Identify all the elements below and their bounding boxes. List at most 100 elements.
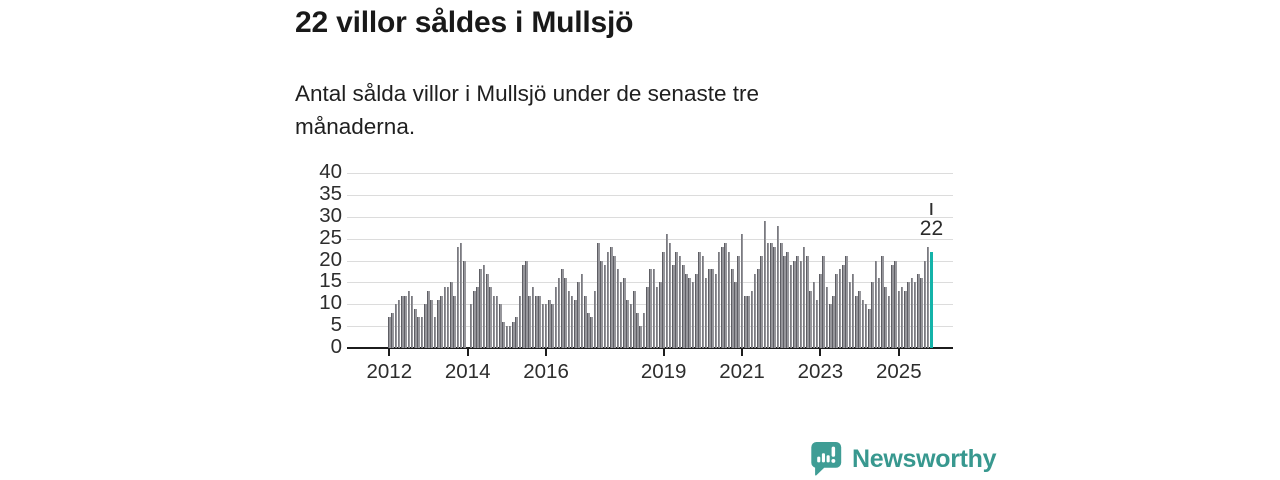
bar <box>819 273 822 348</box>
bar <box>534 295 538 348</box>
bar <box>734 282 737 348</box>
bar <box>717 251 721 348</box>
bar <box>420 317 424 348</box>
bar <box>711 269 714 348</box>
bar <box>548 299 551 348</box>
bar <box>923 260 927 348</box>
bar <box>391 313 394 348</box>
bar <box>544 304 548 348</box>
bar <box>551 304 554 348</box>
bar <box>587 313 590 348</box>
annotation-value-label: 22 <box>919 216 944 240</box>
x-tick-mark <box>662 349 665 356</box>
bar <box>495 295 499 348</box>
bar <box>541 304 545 348</box>
bar <box>691 282 695 348</box>
bar <box>877 278 881 348</box>
bar <box>557 278 561 348</box>
bar <box>407 291 411 348</box>
bar <box>806 256 809 348</box>
bar <box>394 304 398 348</box>
bar <box>583 295 587 348</box>
bar <box>822 256 825 348</box>
bar <box>845 256 848 348</box>
bar <box>401 295 404 348</box>
bar <box>779 243 783 348</box>
bar <box>574 299 577 348</box>
bar <box>724 243 727 348</box>
bar <box>414 308 417 348</box>
x-axis-line <box>347 347 953 349</box>
bar <box>665 234 669 348</box>
bar <box>512 321 515 348</box>
bar <box>567 291 571 348</box>
bar <box>482 264 486 348</box>
x-tick-label: 2019 <box>640 360 687 383</box>
bar <box>446 286 450 348</box>
bar <box>597 243 600 348</box>
bar <box>920 278 923 348</box>
bar <box>554 286 558 348</box>
bar <box>388 317 391 348</box>
gridline <box>347 238 953 240</box>
x-tick-label: 2012 <box>366 360 413 383</box>
bar <box>740 234 744 348</box>
bar <box>789 264 793 348</box>
bar <box>433 317 437 348</box>
bar <box>907 282 910 348</box>
x-tick-mark <box>388 349 391 356</box>
bar <box>417 317 420 348</box>
bar <box>577 282 581 348</box>
bar <box>704 278 708 348</box>
bar <box>786 251 790 348</box>
bar <box>518 295 522 348</box>
y-tick-label: 20 <box>319 247 342 271</box>
gridline <box>347 216 953 218</box>
bar <box>737 256 741 348</box>
bar <box>397 299 401 348</box>
bar <box>570 295 574 348</box>
bar <box>792 260 796 348</box>
bar <box>616 269 620 348</box>
annotation-tick-mark <box>930 202 933 215</box>
bar <box>900 286 904 348</box>
chart-title: 22 villor såldes i Mullsjö <box>295 6 634 39</box>
bar <box>776 225 780 348</box>
bar <box>443 286 447 348</box>
bar <box>917 273 920 348</box>
bar <box>610 247 613 348</box>
y-tick-label: 5 <box>330 313 342 337</box>
y-tick-label: 40 <box>319 160 342 183</box>
bar <box>838 269 842 348</box>
x-tick-mark <box>819 349 822 356</box>
bar <box>802 247 806 348</box>
bar <box>479 269 483 348</box>
bar <box>809 291 812 348</box>
bar <box>763 221 767 348</box>
bar <box>580 273 584 348</box>
bar <box>672 264 675 348</box>
y-tick-label: 15 <box>319 269 342 293</box>
bar <box>897 291 901 348</box>
bar <box>499 304 502 348</box>
bar <box>538 295 541 348</box>
y-tick-label: 10 <box>319 291 342 315</box>
bar <box>472 291 476 348</box>
bar <box>884 286 888 348</box>
bar <box>858 291 861 348</box>
bar <box>685 273 688 348</box>
bar <box>626 299 629 348</box>
bar <box>851 273 855 348</box>
x-tick-label: 2021 <box>719 360 765 383</box>
bar <box>832 295 835 348</box>
bar <box>894 260 897 348</box>
bar <box>623 278 626 348</box>
bar <box>864 304 868 348</box>
bar <box>440 295 443 348</box>
bar <box>868 308 871 348</box>
bar <box>812 282 816 348</box>
bar <box>652 269 656 348</box>
bar <box>600 260 603 348</box>
bar <box>636 313 639 348</box>
